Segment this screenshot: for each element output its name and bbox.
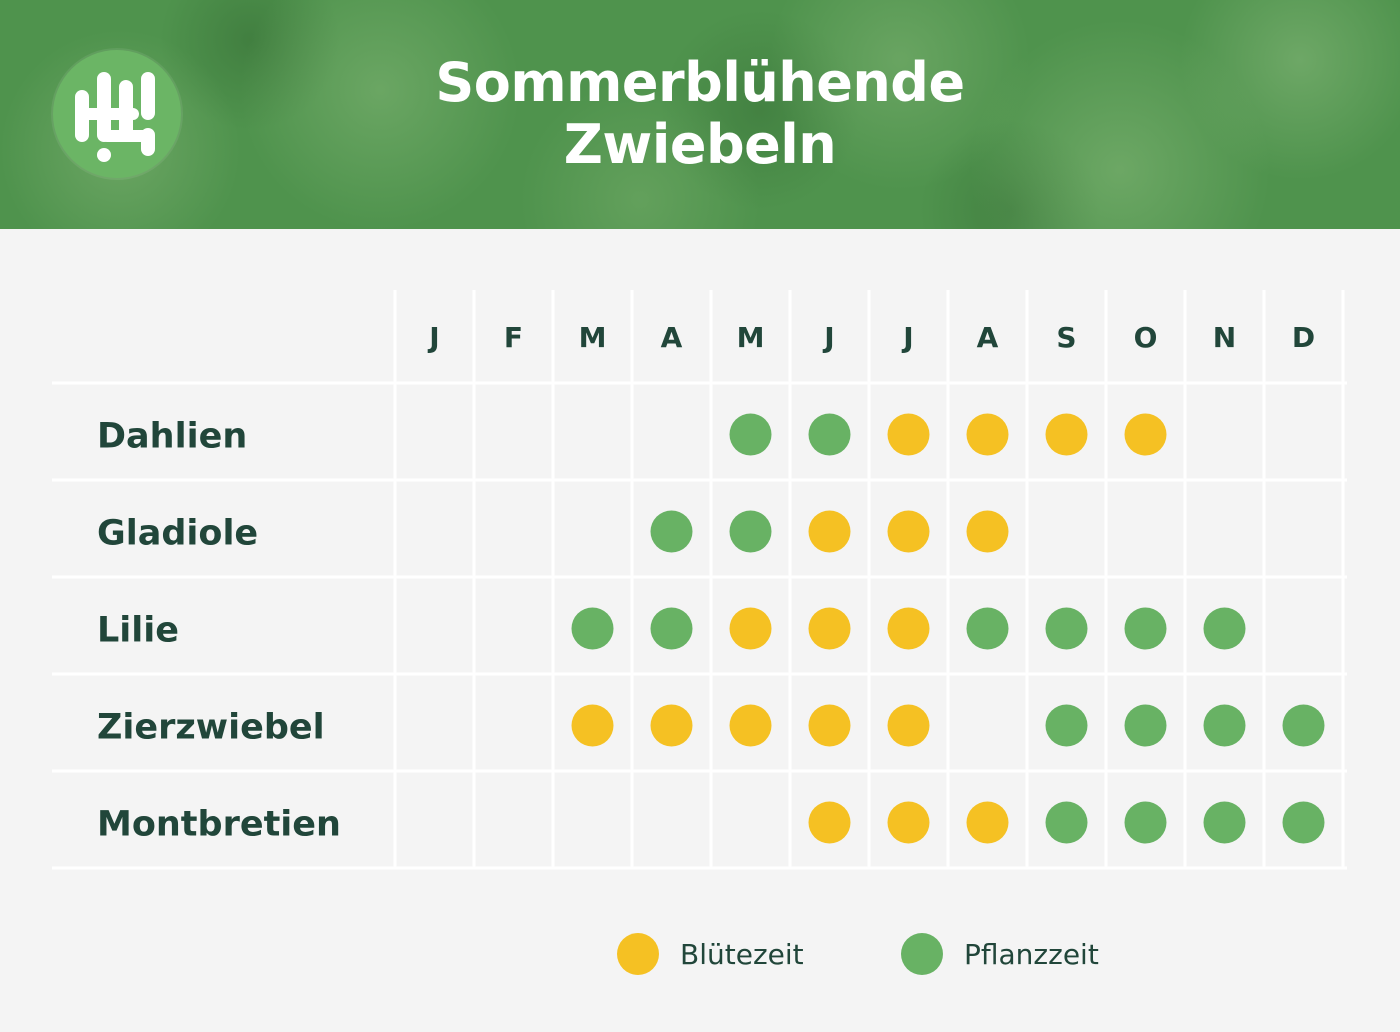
plant-dot: [1045, 607, 1088, 650]
month-label: F: [504, 321, 523, 354]
row-label: Dahlien: [97, 417, 247, 457]
plant-dot: [1282, 801, 1325, 844]
bloom-dot: [966, 510, 1009, 553]
bloom-dot: [887, 607, 930, 650]
plant-dot: [1124, 801, 1167, 844]
bloom-dot: [808, 704, 851, 747]
month-label: M: [737, 321, 765, 354]
plant-dot: [966, 607, 1009, 650]
title-line-1: Sommerblühende: [435, 51, 965, 114]
row-label: Montbretien: [97, 805, 341, 845]
plant-dot: [1124, 607, 1167, 650]
plant-dot: [1124, 704, 1167, 747]
month-label: J: [427, 321, 439, 354]
month-label: A: [661, 321, 683, 354]
plant-dot: [571, 607, 614, 650]
plant-dot: [1282, 704, 1325, 747]
bloom-dot: [887, 704, 930, 747]
bloom-dot: [808, 801, 851, 844]
row-label: Gladiole: [97, 514, 258, 554]
page-title: Sommerblühende Zwiebeln: [300, 52, 1100, 176]
bloom-dot: [650, 704, 693, 747]
month-label: J: [901, 321, 913, 354]
row-label: Lilie: [97, 611, 179, 651]
bloom-dot: [729, 607, 772, 650]
row-label: Zierzwiebel: [97, 708, 325, 748]
header-banner: Sommerblühende Zwiebeln: [0, 0, 1400, 229]
plant-dot: [808, 413, 851, 456]
plant-dot: [1203, 607, 1246, 650]
month-label: A: [977, 321, 999, 354]
month-label: D: [1292, 321, 1315, 354]
bloom-dot: [808, 510, 851, 553]
title-line-2: Zwiebeln: [563, 113, 837, 176]
month-label: N: [1213, 321, 1236, 354]
plant-dot: [729, 510, 772, 553]
month-label: J: [822, 321, 834, 354]
month-label: M: [579, 321, 607, 354]
bloom-dot: [966, 413, 1009, 456]
bloom-dot: [729, 704, 772, 747]
legend-plant-marker: [901, 933, 943, 975]
plant-dot: [650, 607, 693, 650]
bloom-dot: [571, 704, 614, 747]
plant-dot: [1203, 704, 1246, 747]
legend-bloom-marker: [617, 933, 659, 975]
legend-bloom-label: Blütezeit: [680, 938, 804, 971]
bloom-dot: [808, 607, 851, 650]
plant-dot: [1045, 704, 1088, 747]
bloom-dot: [887, 510, 930, 553]
plant-dot: [729, 413, 772, 456]
plant-dot: [650, 510, 693, 553]
legend-plant-label: Pflanzzeit: [964, 938, 1099, 971]
bloom-dot: [887, 413, 930, 456]
bloom-dot: [966, 801, 1009, 844]
plant-dot: [1045, 801, 1088, 844]
month-label: O: [1134, 321, 1158, 354]
garden-logo-icon: [53, 50, 181, 178]
plant-dot: [1203, 801, 1246, 844]
bloom-dot: [887, 801, 930, 844]
month-label: S: [1056, 321, 1076, 354]
bloom-dot: [1045, 413, 1088, 456]
bloom-dot: [1124, 413, 1167, 456]
